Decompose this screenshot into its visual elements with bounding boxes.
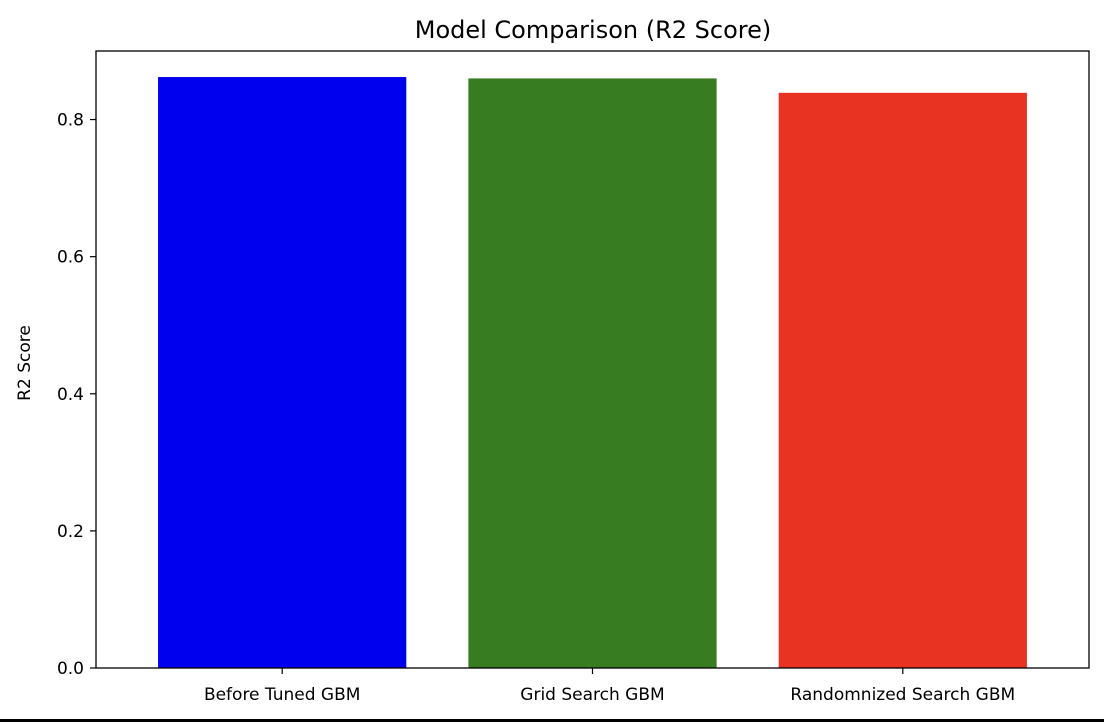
y-tick-label: 0.4 bbox=[57, 385, 84, 405]
chart-title: Model Comparison (R2 Score) bbox=[415, 16, 772, 44]
bar bbox=[158, 77, 407, 669]
x-tick-label: Before Tuned GBM bbox=[204, 685, 361, 705]
x-tick-label: Randomnized Search GBM bbox=[790, 685, 1015, 705]
y-tick-label: 0.8 bbox=[57, 111, 84, 131]
y-tick-label: 0.0 bbox=[57, 659, 84, 679]
y-tick-label: 0.6 bbox=[57, 248, 84, 268]
y-axis-label: R2 Score bbox=[15, 325, 35, 401]
y-axis: 0.0 0.2 0.4 0.6 0.8 bbox=[57, 111, 96, 679]
bottom-divider bbox=[0, 719, 1104, 722]
bar bbox=[468, 78, 717, 669]
y-tick-label: 0.2 bbox=[57, 522, 84, 542]
plot-area-frame bbox=[95, 50, 1090, 669]
x-axis: Before Tuned GBM Grid Search GBM Randomniz… bbox=[204, 668, 1015, 705]
x-tick-label: Grid Search GBM bbox=[520, 685, 664, 705]
bars bbox=[158, 77, 1027, 669]
bar bbox=[778, 92, 1027, 668]
